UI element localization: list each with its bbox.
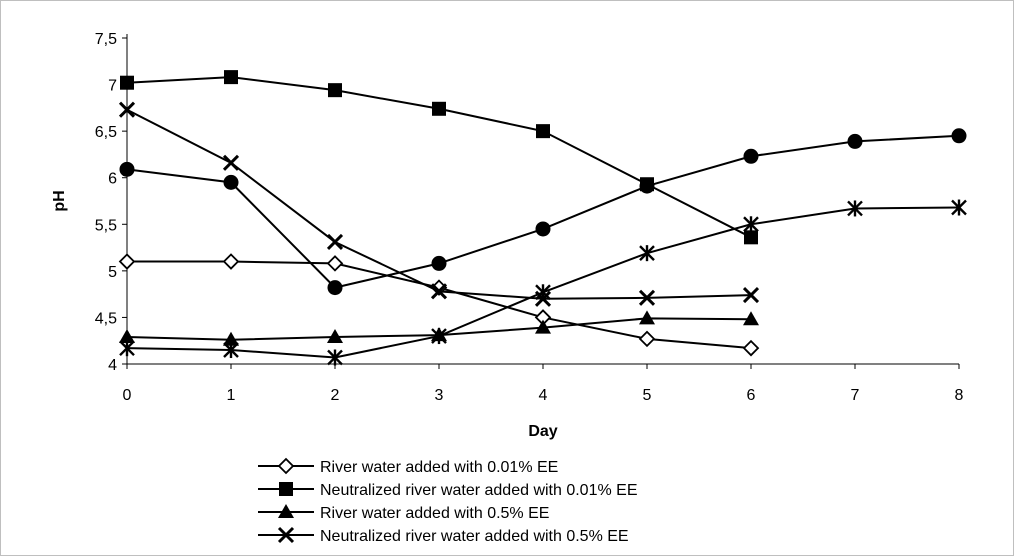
x-tick-label: 4: [539, 387, 548, 404]
x-tick-label: 7: [851, 387, 860, 404]
x-tick-label: 6: [747, 387, 756, 404]
legend-item: Neutralized river water added with 0.01%…: [258, 482, 638, 499]
x-tick-label: 0: [123, 387, 132, 404]
data-point: [535, 284, 551, 301]
data-point: [847, 133, 863, 149]
data-point: [118, 253, 136, 270]
data-point: [223, 174, 239, 190]
data-point: [327, 328, 343, 343]
data-point: [119, 161, 135, 177]
data-point: [430, 283, 448, 300]
y-tick-label: 6: [108, 171, 117, 188]
data-point: [639, 310, 655, 325]
data-point: [328, 83, 342, 98]
legend-marker: [278, 504, 294, 518]
legend-item: Neutralized river water added with 0.5% …: [258, 526, 629, 545]
y-tick-label: 5: [108, 264, 117, 281]
x-tick-label: 3: [435, 387, 444, 404]
legend-label: Neutralized river water added with 0.5% …: [320, 528, 629, 545]
y-tick-label: 6,5: [95, 124, 117, 141]
data-point: [326, 233, 344, 251]
y-tick-label: 7,5: [95, 31, 117, 48]
data-point: [535, 319, 551, 334]
y-tick-label: 7: [108, 78, 117, 95]
series-6: [119, 199, 967, 366]
x-tick-label: 2: [331, 387, 340, 404]
data-point: [224, 70, 238, 85]
data-point: [951, 199, 967, 216]
data-point: [951, 128, 967, 144]
data-point: [326, 255, 344, 272]
y-axis-title: pH: [51, 190, 68, 211]
legend-label: Neutralized river water added with 0.01%…: [320, 482, 638, 499]
y-tick-label: 4,5: [95, 310, 117, 327]
legend: River water added with 0.01% EE Neutraliz…: [258, 457, 638, 545]
legend-label: River water added with 0.5% EE: [320, 505, 549, 522]
x-tick-label: 8: [955, 387, 964, 404]
data-point: [638, 330, 656, 348]
data-point: [119, 340, 135, 357]
axes: 4 4,5 5 5,5 6 6,5 7 7,5 0 1 2 3 4 5 6 7 8 Day pH: [51, 31, 964, 440]
legend-marker: [279, 482, 293, 496]
series-5: [119, 128, 967, 296]
series-layer: [118, 70, 967, 366]
data-point: [847, 200, 863, 217]
data-point: [743, 148, 759, 164]
data-point: [118, 101, 136, 118]
x-axis-title: Day: [528, 423, 557, 440]
data-point: [431, 328, 447, 345]
data-point: [742, 339, 760, 357]
data-point: [222, 154, 240, 171]
data-point: [639, 178, 655, 194]
data-point: [431, 255, 447, 271]
x-tick-label: 1: [227, 387, 236, 404]
data-point: [327, 349, 343, 366]
data-point: [223, 331, 239, 346]
data-point: [119, 328, 135, 343]
legend-marker: [277, 457, 295, 475]
data-point: [743, 311, 759, 326]
data-point: [432, 101, 446, 116]
y-tick-label: 4: [108, 357, 117, 374]
data-point: [536, 124, 550, 139]
data-point: [639, 245, 655, 262]
data-point: [120, 75, 134, 90]
x-tick-label: 5: [643, 387, 652, 404]
data-point: [638, 289, 656, 306]
legend-item: River water added with 0.5% EE: [258, 504, 549, 522]
data-point: [223, 342, 239, 359]
data-point: [742, 287, 760, 304]
data-point: [744, 230, 758, 245]
legend-item: River water added with 0.01% EE: [258, 457, 558, 476]
data-point: [535, 221, 551, 237]
y-tick-label: 5,5: [95, 217, 117, 234]
data-point: [327, 280, 343, 296]
series-4: [118, 101, 760, 307]
legend-label: River water added with 0.01% EE: [320, 459, 558, 476]
data-point: [743, 216, 759, 233]
data-point: [222, 253, 240, 270]
legend-marker: [277, 526, 295, 544]
